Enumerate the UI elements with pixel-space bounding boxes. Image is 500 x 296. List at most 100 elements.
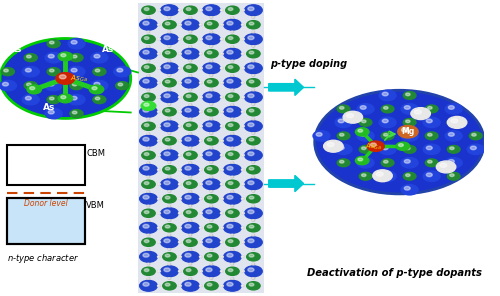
Circle shape (143, 108, 149, 112)
Circle shape (168, 176, 170, 178)
Circle shape (186, 211, 191, 213)
Circle shape (231, 263, 234, 265)
Circle shape (451, 119, 458, 123)
Circle shape (143, 224, 149, 228)
Circle shape (143, 137, 149, 141)
Circle shape (357, 157, 374, 168)
Circle shape (448, 118, 460, 126)
Circle shape (448, 133, 454, 136)
Circle shape (220, 198, 224, 200)
Circle shape (202, 208, 220, 219)
Circle shape (47, 68, 60, 76)
Circle shape (210, 220, 212, 221)
Circle shape (252, 147, 254, 149)
Circle shape (252, 176, 254, 177)
Circle shape (228, 182, 233, 184)
Bar (8, 226, 85, 227)
Circle shape (165, 283, 170, 286)
Circle shape (164, 239, 170, 243)
Circle shape (249, 51, 254, 54)
Circle shape (411, 108, 430, 120)
Circle shape (227, 166, 233, 170)
Circle shape (94, 82, 100, 86)
Circle shape (249, 138, 254, 141)
Circle shape (358, 158, 362, 161)
Circle shape (143, 50, 149, 54)
Circle shape (368, 141, 384, 152)
Circle shape (140, 48, 158, 59)
Circle shape (242, 24, 244, 26)
Circle shape (158, 198, 160, 200)
Circle shape (185, 282, 191, 286)
Circle shape (200, 169, 202, 171)
Circle shape (210, 31, 212, 32)
Circle shape (168, 89, 170, 90)
Circle shape (144, 211, 149, 213)
Circle shape (200, 285, 202, 287)
Circle shape (221, 227, 222, 228)
Circle shape (147, 60, 150, 62)
Circle shape (200, 96, 202, 98)
Text: $e$: $e$ (386, 129, 392, 138)
Circle shape (144, 8, 149, 10)
Circle shape (248, 94, 254, 98)
Circle shape (224, 222, 241, 233)
Circle shape (204, 137, 218, 145)
Circle shape (242, 140, 243, 141)
Circle shape (242, 96, 244, 98)
Circle shape (428, 160, 432, 163)
Circle shape (381, 132, 394, 140)
Circle shape (242, 256, 244, 258)
Circle shape (406, 174, 410, 176)
Circle shape (207, 254, 212, 257)
Circle shape (249, 80, 254, 83)
Circle shape (231, 46, 234, 47)
Circle shape (143, 282, 149, 286)
Bar (8, 205, 85, 206)
Circle shape (357, 131, 374, 141)
Circle shape (252, 31, 254, 32)
Circle shape (340, 160, 344, 163)
Circle shape (189, 46, 192, 47)
Circle shape (186, 95, 191, 97)
Circle shape (210, 75, 212, 76)
Circle shape (220, 140, 224, 142)
Bar (8, 198, 85, 244)
Circle shape (210, 191, 212, 192)
Circle shape (185, 166, 191, 170)
Circle shape (220, 82, 224, 84)
Circle shape (220, 227, 224, 229)
Circle shape (200, 111, 202, 113)
Bar (8, 231, 85, 232)
Circle shape (200, 198, 201, 199)
Circle shape (242, 241, 244, 243)
Circle shape (244, 92, 262, 103)
Circle shape (252, 89, 254, 90)
Circle shape (210, 263, 212, 265)
Circle shape (337, 159, 350, 167)
Circle shape (178, 140, 182, 142)
Circle shape (359, 145, 372, 153)
Bar (8, 227, 85, 229)
Circle shape (252, 176, 254, 178)
Circle shape (147, 46, 150, 47)
Bar (8, 201, 85, 203)
Circle shape (210, 104, 212, 105)
Circle shape (178, 38, 182, 40)
Circle shape (246, 253, 260, 261)
Circle shape (401, 157, 418, 168)
Circle shape (252, 278, 254, 279)
Circle shape (242, 169, 244, 171)
Circle shape (178, 285, 182, 287)
Circle shape (242, 125, 244, 127)
Circle shape (231, 60, 234, 62)
Circle shape (184, 180, 197, 188)
Circle shape (200, 198, 202, 200)
Circle shape (186, 240, 191, 242)
Circle shape (147, 205, 150, 207)
Circle shape (204, 166, 218, 174)
Circle shape (158, 154, 160, 156)
Circle shape (200, 53, 202, 55)
Circle shape (231, 89, 234, 91)
Circle shape (158, 183, 160, 185)
